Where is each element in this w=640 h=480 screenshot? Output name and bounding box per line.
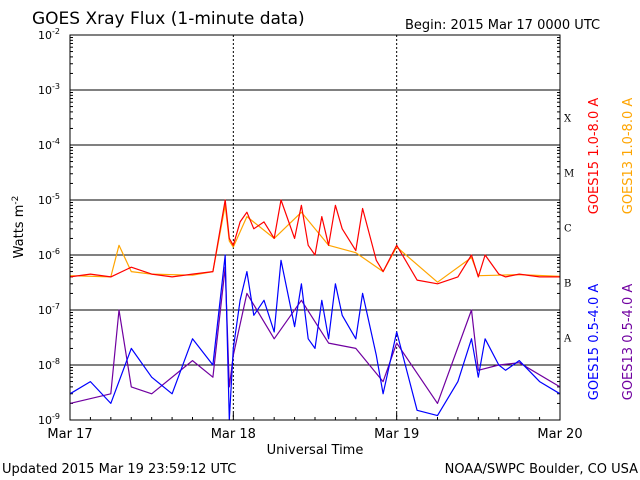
chart-title: GOES Xray Flux (1-minute data) xyxy=(32,9,305,29)
updated-label: Updated 2015 Mar 19 23:59:12 UTC xyxy=(2,462,236,477)
flare-class-label: M xyxy=(564,169,574,180)
legend-entry: GOES13 0.5-4.0 A xyxy=(621,284,636,401)
x-tick-label: Mar 18 xyxy=(211,427,256,442)
y-tick-label: 10-6 xyxy=(38,247,60,262)
y-tick-exponent: -6 xyxy=(52,247,60,256)
y-tick-base: 10 xyxy=(38,29,52,42)
y-tick-base: 10 xyxy=(38,139,52,152)
flare-class-labels: X M C B A xyxy=(563,114,574,345)
y-tick-exponent: -9 xyxy=(52,412,60,421)
y-tick-base: 10 xyxy=(38,194,52,207)
y-axis-label-text: Watts m xyxy=(12,205,27,259)
legend-entry: GOES13 1.0-8.0 A xyxy=(621,98,636,215)
y-tick-base: 10 xyxy=(38,414,52,427)
y-tick-label: 10-8 xyxy=(38,357,60,372)
legend-entry: GOES15 0.5-4.0 A xyxy=(587,284,602,401)
y-tick-exponent: -4 xyxy=(52,137,60,146)
x-axis-label: Universal Time xyxy=(267,443,364,458)
series-layer xyxy=(69,199,561,421)
credit-label: NOAA/SWPC Boulder, CO USA xyxy=(445,462,638,477)
y-tick-exponent: -5 xyxy=(52,192,60,201)
x-tick-labels: Mar 17 Mar 18 Mar 19 Mar 20 xyxy=(47,427,582,442)
y-tick-label: 10-3 xyxy=(38,82,60,97)
flare-class-label: C xyxy=(564,224,572,235)
legend-entry: GOES15 1.0-8.0 A xyxy=(587,98,602,215)
flare-class-label: B xyxy=(564,279,571,290)
plot-frame xyxy=(69,34,561,421)
y-tick-exponent: -2 xyxy=(52,27,60,36)
y-tick-labels: 10-210-310-410-510-610-710-810-9 xyxy=(38,27,60,427)
y-tick-exponent: -8 xyxy=(52,357,60,366)
series-line xyxy=(69,254,561,421)
y-tick-base: 10 xyxy=(38,359,52,372)
y-tick-label: 10-9 xyxy=(38,412,60,427)
x-tick-label: Mar 17 xyxy=(47,427,92,442)
y-tick-base: 10 xyxy=(38,249,52,262)
y-tick-label: 10-5 xyxy=(38,192,60,207)
y-tick-base: 10 xyxy=(38,84,52,97)
series-line xyxy=(69,199,560,285)
y-tick-exponent: -7 xyxy=(52,302,60,311)
series-line xyxy=(69,266,561,404)
y-tick-label: 10-7 xyxy=(38,302,60,317)
y-tick-label: 10-2 xyxy=(38,27,60,42)
y-axis-label: Watts m-2 xyxy=(11,196,27,259)
y-tick-label: 10-4 xyxy=(38,137,60,152)
y-tick-base: 10 xyxy=(38,304,52,317)
y-axis-label-exponent: -2 xyxy=(11,196,21,205)
begin-label: Begin: 2015 Mar 17 0000 UTC xyxy=(405,18,600,33)
y-tick-exponent: -3 xyxy=(52,82,60,91)
legend: GOES15 1.0-8.0 A GOES13 1.0-8.0 A GOES15 0… xyxy=(587,98,636,401)
flare-class-label: X xyxy=(564,114,572,125)
x-tick-label: Mar 20 xyxy=(537,427,582,442)
flare-class-label: A xyxy=(563,334,572,345)
x-tick-label: Mar 19 xyxy=(374,427,419,442)
